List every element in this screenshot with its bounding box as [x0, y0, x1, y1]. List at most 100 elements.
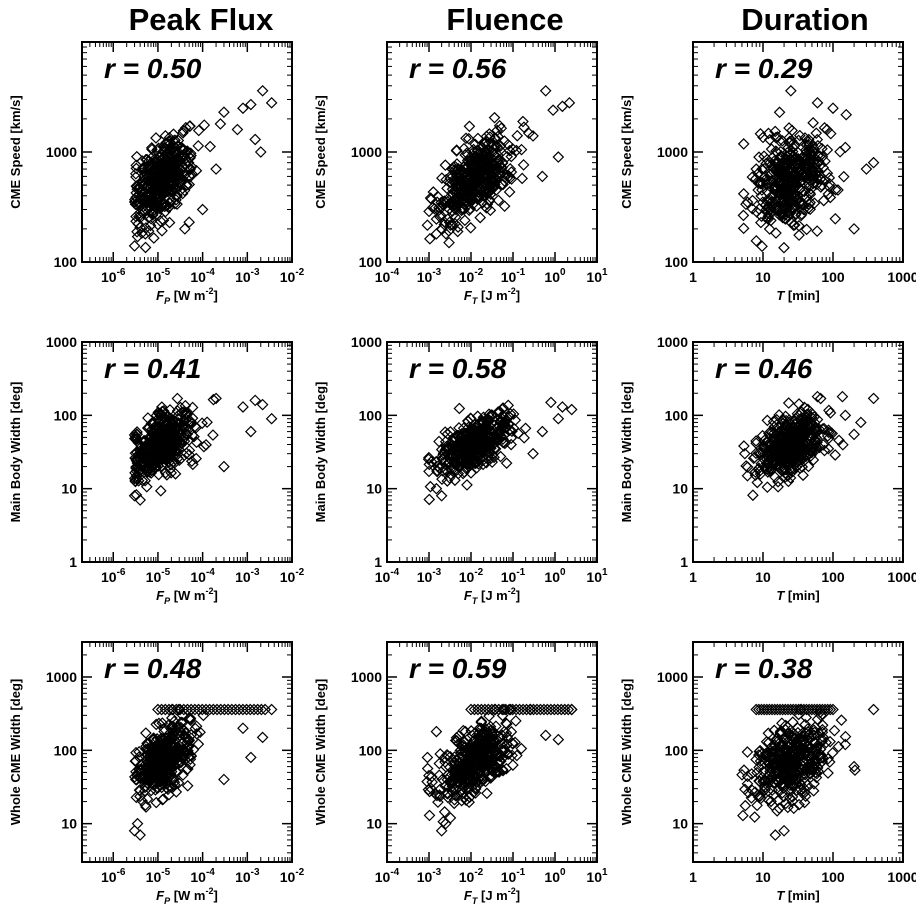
data-point	[518, 431, 530, 444]
data-point	[519, 422, 532, 435]
data-point	[802, 460, 815, 473]
data-point	[761, 481, 774, 494]
data-point	[737, 138, 750, 150]
x-tick-label: 10-5	[146, 567, 171, 585]
data-point	[739, 799, 752, 812]
data-point	[488, 158, 501, 170]
data-point	[180, 423, 192, 436]
data-point	[162, 159, 175, 172]
data-point	[556, 100, 569, 113]
data-point	[773, 430, 786, 443]
data-point	[133, 751, 145, 763]
data-point	[139, 784, 151, 797]
data-point	[463, 120, 476, 133]
data-point	[443, 452, 456, 465]
data-point	[147, 759, 160, 771]
data-point	[821, 144, 834, 156]
data-points	[128, 84, 278, 254]
data-point	[214, 703, 227, 716]
data-point	[818, 422, 830, 435]
data-point	[789, 451, 801, 463]
data-point	[823, 404, 835, 417]
data-point	[737, 209, 750, 222]
data-point	[164, 458, 177, 471]
data-point	[511, 129, 524, 142]
data-point	[447, 188, 459, 201]
data-point	[150, 461, 162, 473]
data-point	[244, 98, 257, 111]
data-point	[507, 422, 520, 435]
x-tick-label: 10-5	[146, 867, 171, 885]
data-point	[184, 714, 197, 726]
data-point	[536, 425, 549, 438]
data-point	[483, 195, 496, 207]
data-point	[424, 480, 437, 493]
data-point	[142, 451, 154, 464]
data-point	[741, 196, 754, 209]
data-point	[145, 742, 158, 754]
data-point	[501, 150, 514, 163]
data-point	[811, 157, 824, 170]
data-point	[166, 185, 179, 198]
data-point	[444, 775, 456, 788]
data-point	[766, 196, 778, 208]
data-point	[751, 476, 764, 489]
data-point	[473, 429, 486, 442]
data-point	[177, 126, 189, 139]
data-point	[251, 703, 264, 716]
data-point	[797, 203, 810, 216]
data-point	[249, 394, 262, 407]
data-point	[484, 188, 497, 201]
data-point	[762, 736, 775, 749]
data-point	[784, 185, 797, 198]
panel-0-1: 10-4 10-3 10-2 10-1 100 101 100 1000 FT [J m-2] C…	[313, 41, 608, 306]
data-point	[517, 703, 529, 716]
data-point	[488, 111, 501, 124]
data-point	[793, 173, 806, 185]
data-point	[479, 167, 492, 180]
y-tick-label: 1000	[351, 144, 382, 160]
data-point	[558, 703, 571, 716]
panel-2-0: 10-6 10-5 10-4 10-3 10-2 10 100 1000 FP [W m-2] W…	[8, 641, 305, 906]
data-point	[539, 729, 552, 742]
x-axis-label: T [min]	[776, 288, 819, 303]
data-point	[433, 435, 445, 448]
data-point	[772, 475, 784, 488]
data-point	[822, 442, 835, 455]
data-point	[190, 164, 203, 177]
plot-frame	[692, 641, 904, 863]
data-point	[814, 743, 827, 755]
data-point	[804, 196, 816, 209]
data-point	[442, 787, 454, 800]
y-tick-label: 1000	[657, 334, 688, 350]
data-point	[184, 758, 196, 771]
data-point	[752, 463, 764, 476]
data-point	[494, 144, 506, 157]
y-tick-label: 10	[672, 816, 688, 832]
data-point	[565, 703, 578, 716]
data-point	[463, 204, 476, 217]
data-point	[480, 130, 493, 143]
data-point	[524, 703, 536, 716]
data-point	[171, 752, 183, 765]
data-point	[492, 194, 505, 207]
data-point	[453, 402, 466, 415]
data-point	[428, 202, 441, 215]
data-points	[128, 392, 278, 506]
data-point	[131, 230, 144, 243]
data-point	[483, 408, 495, 421]
data-point	[503, 172, 516, 185]
data-point	[459, 725, 472, 738]
data-point	[767, 415, 780, 428]
data-point	[171, 766, 184, 778]
data-point	[169, 172, 181, 185]
data-point	[207, 393, 220, 406]
data-point	[812, 165, 824, 177]
data-point	[465, 467, 477, 479]
data-point	[177, 769, 189, 781]
data-point	[748, 811, 761, 823]
x-tick-label: 100	[544, 267, 566, 285]
data-point	[421, 762, 434, 775]
data-point	[458, 447, 470, 460]
data-point	[141, 466, 154, 478]
